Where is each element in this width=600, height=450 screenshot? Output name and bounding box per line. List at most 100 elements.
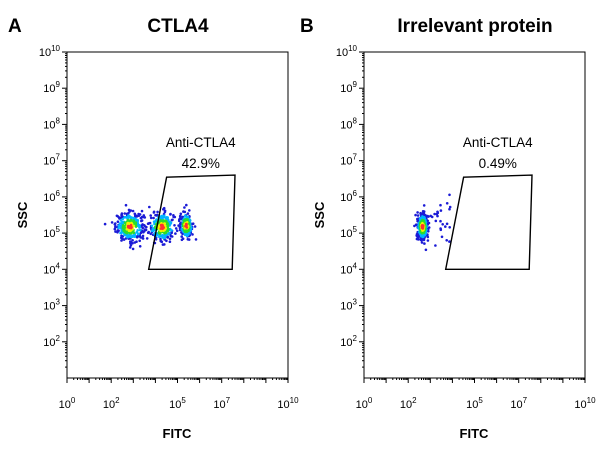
tick-label: 105 [340, 225, 357, 240]
event-dot [114, 230, 117, 233]
event-dot [439, 203, 442, 207]
event-dot [439, 209, 443, 212]
event-dot [163, 236, 167, 239]
event-dot [163, 243, 166, 246]
event-dot [121, 235, 125, 238]
event-dot [138, 245, 142, 248]
event-dot [184, 214, 187, 217]
y-axis-label: SSC [15, 201, 30, 228]
event-dot [194, 238, 198, 241]
event-dot [434, 219, 438, 223]
event-dot [147, 230, 150, 234]
event-dot [123, 212, 127, 215]
event-dot [421, 225, 424, 229]
event-dot [174, 232, 177, 235]
event-dot [117, 229, 120, 232]
gate-percent-label: 42.9% [182, 156, 220, 171]
event-dot [179, 214, 182, 218]
panel-title: Irrelevant protein [397, 16, 552, 37]
event-dot [150, 224, 154, 228]
x-axis-label: FITC [460, 426, 489, 441]
event-dot [416, 214, 420, 217]
tick-label: 100 [356, 396, 373, 411]
event-dot [444, 225, 447, 228]
tick-label: 102 [340, 334, 357, 349]
tick-label: 109 [43, 80, 60, 95]
event-dot [138, 228, 142, 232]
y-axis-ticks: 102 103 104 105 106 107 108 109 1010 [39, 44, 67, 368]
tick-label: 105 [43, 225, 60, 240]
tick-label: 1010 [277, 396, 299, 411]
event-dot [149, 214, 152, 217]
event-dot [122, 238, 126, 241]
event-dot [124, 203, 128, 207]
panel-letter: B [300, 16, 314, 37]
event-dot [114, 225, 117, 228]
event-dot [152, 211, 156, 214]
event-dot [173, 224, 176, 227]
tick-label: 107 [43, 153, 60, 168]
event-dot [143, 228, 146, 231]
event-dot [441, 223, 445, 226]
tick-label: 102 [43, 334, 60, 349]
event-dot [186, 238, 190, 241]
event-dot [181, 237, 185, 240]
gate-name-label: Anti-CTLA4 [463, 135, 533, 150]
event-dot [186, 212, 190, 215]
tick-label: 108 [43, 116, 60, 131]
event-dot [445, 222, 449, 226]
plot-frame [66, 51, 289, 379]
event-dot [435, 212, 439, 216]
tick-label: 108 [340, 116, 357, 131]
event-dot [181, 232, 184, 236]
event-dot [448, 240, 451, 243]
event-dot [426, 239, 430, 242]
event-dot [178, 224, 182, 228]
panel-a: A CTLA4 Anti-CTLA4 42.9% 100 102 105 107 101… [8, 16, 299, 441]
event-dot [131, 209, 135, 213]
event-dot [188, 209, 191, 212]
tick-label: 106 [340, 189, 357, 204]
x-axis-ticks: 100 102 105 107 1010 [59, 378, 299, 411]
event-dot [193, 225, 197, 228]
panel-letter: A [8, 16, 22, 37]
event-dot [148, 205, 151, 209]
tick-label: 106 [43, 189, 60, 204]
tick-label: 107 [213, 396, 230, 411]
event-dot [183, 210, 187, 214]
event-dot [114, 222, 117, 225]
event-dot [161, 234, 164, 237]
tick-label: 1010 [574, 396, 596, 411]
event-dot [414, 213, 417, 217]
tick-label: 105 [169, 396, 186, 411]
event-dot [110, 221, 114, 224]
event-dots [103, 203, 198, 251]
event-dot [416, 211, 419, 214]
tick-label: 105 [466, 396, 483, 411]
gate-polygon [444, 174, 533, 270]
event-dot [448, 205, 452, 209]
event-dot [185, 203, 188, 207]
event-dot [131, 247, 135, 251]
event-dot [149, 216, 153, 220]
event-dot [439, 227, 442, 230]
event-dot [185, 224, 188, 227]
gate-name-label: Anti-CTLA4 [166, 135, 236, 150]
event-dot [433, 212, 436, 216]
event-dot [183, 206, 186, 209]
x-axis-label: FITC [163, 426, 192, 441]
tick-label: 109 [340, 80, 357, 95]
tick-label: 107 [510, 396, 527, 411]
event-dot [163, 210, 167, 214]
event-dot [139, 231, 143, 235]
event-dot [175, 229, 179, 233]
event-dot [103, 222, 107, 226]
event-dot [174, 227, 178, 230]
tick-label: 104 [340, 261, 357, 276]
event-dot [142, 214, 146, 217]
event-dot [424, 248, 428, 252]
event-dot [138, 226, 141, 229]
event-dot [161, 225, 164, 229]
event-dot [113, 227, 117, 231]
